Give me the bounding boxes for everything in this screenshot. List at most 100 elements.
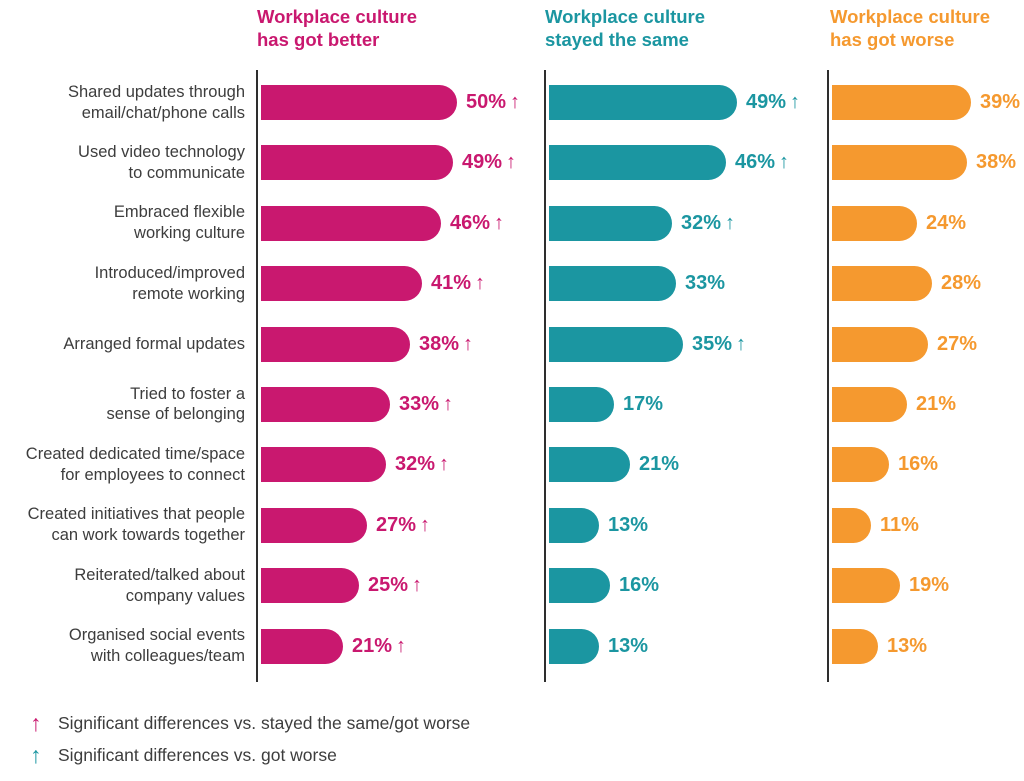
bar-cell-stayed-same: 32% ↑ — [549, 205, 828, 241]
category-label: Reiterated/talked about company values — [74, 565, 245, 605]
legend-label: Significant differences vs. stayed the s… — [58, 713, 471, 733]
chart-row: Created initiatives that people can work… — [0, 505, 1024, 568]
chart-row: Introduced/improved remote working 41% ↑ … — [0, 263, 1024, 326]
significance-arrow-icon: ↑ — [510, 91, 521, 113]
category-label: Introduced/improved remote working — [94, 263, 245, 303]
bar-value: 13% — [887, 634, 928, 657]
bar-value: 13% — [608, 634, 649, 657]
bar-value: 32% ↑ — [681, 211, 736, 234]
bar-cell-got-worse: 11% — [832, 507, 1024, 543]
bar-cell-got-better: 46% ↑ — [261, 205, 545, 241]
column-header-got-worse: Workplace culture has got worse — [830, 6, 991, 50]
bar — [261, 447, 386, 483]
chart-row: Used video technology to communicate 49%… — [0, 142, 1024, 205]
bar-value: 16% — [898, 453, 939, 476]
bar — [549, 568, 610, 604]
chart-row: Shared updates through email/chat/phone … — [0, 83, 1024, 145]
bar-cell-got-worse: 16% — [832, 447, 1024, 483]
bar-value: 16% — [619, 574, 660, 597]
legend-item: ↑ Significant differences vs. stayed the… — [30, 712, 470, 735]
category-label: Embraced flexible working culture — [113, 203, 245, 243]
significance-arrow-icon: ↑ — [420, 513, 431, 536]
legend: ↑ Significant differences vs. stayed the… — [30, 712, 470, 776]
bar — [261, 85, 457, 120]
bar — [549, 386, 614, 422]
bar-cell-stayed-same: 21% — [549, 447, 828, 483]
chart-rows: Shared updates through email/chat/phone … — [0, 83, 1024, 689]
bar-value: 33% ↑ — [399, 392, 454, 415]
bar-cell-got-better: 41% ↑ — [261, 266, 545, 302]
bar-value: 49% ↑ — [746, 91, 801, 113]
bar-value: 21% — [639, 453, 680, 476]
bar-cell-got-better: 50% ↑ — [261, 85, 545, 120]
bar-cell-stayed-same: 33% — [549, 266, 828, 302]
bar — [549, 205, 672, 241]
axis-baseline-stayed-same — [544, 70, 546, 682]
bar-cell-got-better: 21% ↑ — [261, 628, 545, 664]
bar — [549, 447, 630, 483]
bar-cell-got-worse: 28% — [832, 266, 1024, 302]
pink-up-arrow-icon: ↑ — [30, 710, 42, 736]
bar-cell-stayed-same: 13% — [549, 628, 828, 664]
bar-cell-got-worse: 27% — [832, 326, 1024, 362]
bar — [832, 145, 967, 181]
category-label: Tried to foster a sense of belonging — [106, 384, 245, 424]
category-label: Created dedicated time/space for employe… — [25, 444, 245, 484]
bar-cell-stayed-same: 35% ↑ — [549, 326, 828, 362]
bar-value: 17% — [623, 392, 664, 415]
category-label: Arranged formal updates — [63, 334, 245, 353]
legend-item: ↑ Significant differences vs. got worse — [30, 744, 470, 767]
significance-arrow-icon: ↑ — [790, 91, 801, 113]
bar — [549, 628, 599, 664]
bar-value: 38% ↑ — [419, 332, 474, 355]
bar-value: 24% — [926, 211, 967, 234]
legend-label: Significant differences vs. got worse — [58, 745, 337, 765]
bar — [261, 568, 359, 604]
significance-arrow-icon: ↑ — [725, 211, 736, 234]
bar — [832, 205, 917, 241]
bar — [261, 507, 367, 543]
significance-arrow-icon: ↑ — [463, 332, 474, 355]
bar-value: 25% ↑ — [368, 574, 423, 597]
bar — [549, 507, 599, 543]
bar — [549, 85, 737, 120]
bar-cell-got-worse: 38% — [832, 145, 1024, 181]
bar-cell-stayed-same: 49% ↑ — [549, 85, 828, 120]
column-header-got-better: Workplace culture has got better — [257, 6, 418, 50]
bar-value: 39% — [980, 91, 1021, 113]
axis-baseline-got-better — [256, 70, 258, 682]
bar-cell-got-worse: 21% — [832, 386, 1024, 422]
bar-cell-got-better: 38% ↑ — [261, 326, 545, 362]
bar — [261, 386, 390, 422]
bar-value: 38% — [976, 151, 1017, 174]
bar — [261, 145, 453, 181]
bar-value: 33% — [685, 272, 726, 295]
bar-value: 21% ↑ — [352, 634, 407, 657]
bar-value: 49% ↑ — [462, 151, 517, 174]
category-label: Created initiatives that people can work… — [27, 505, 245, 545]
bar — [261, 266, 422, 302]
significance-arrow-icon: ↑ — [439, 453, 450, 476]
significance-arrow-icon: ↑ — [736, 332, 747, 355]
category-label: Used video technology to communicate — [78, 142, 245, 182]
bar-value: 41% ↑ — [431, 272, 486, 295]
bar-cell-stayed-same: 13% — [549, 507, 828, 543]
bar — [832, 628, 878, 664]
significance-arrow-icon: ↑ — [506, 151, 517, 174]
chart-row: Organised social events with colleagues/… — [0, 626, 1024, 689]
bar-cell-stayed-same: 46% ↑ — [549, 145, 828, 181]
bar-cell-stayed-same: 17% — [549, 386, 828, 422]
axis-baseline-got-worse — [827, 70, 829, 682]
significance-arrow-icon: ↑ — [475, 272, 486, 295]
chart-row: Arranged formal updates 38% ↑ 35% ↑ 27% — [0, 326, 1024, 387]
bar — [261, 628, 343, 664]
bar-value: 35% ↑ — [692, 332, 747, 355]
significance-arrow-icon: ↑ — [494, 211, 505, 234]
bar-cell-got-worse: 19% — [832, 568, 1024, 604]
bar — [549, 266, 676, 302]
bar-cell-got-worse: 39% — [832, 85, 1024, 120]
bar-value: 13% — [608, 513, 649, 536]
column-header-stayed-same: Workplace culture stayed the same — [545, 6, 706, 50]
bar — [549, 145, 726, 181]
